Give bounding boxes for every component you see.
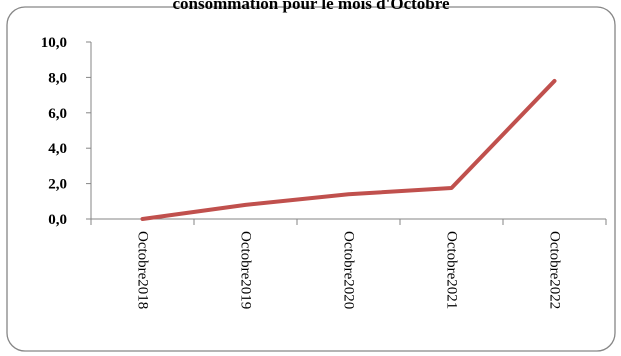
y-tick-label: 8,0 (48, 70, 67, 86)
y-tick-label: 2,0 (48, 177, 67, 193)
y-tick-label: 6,0 (48, 106, 67, 122)
y-tick-label: 0,0 (48, 212, 67, 228)
chart-title: consommation pour le mois d'Octobre (172, 0, 449, 13)
y-tick-label: 4,0 (48, 141, 67, 157)
x-category-label: Octobre2020 (341, 231, 357, 309)
y-tick-label: 10,0 (41, 35, 67, 51)
x-category-label: Octobre2022 (547, 231, 563, 309)
x-category-label: Octobre2018 (135, 231, 151, 309)
plot-area: 0,0 2,0 4,0 6,0 8,0 10,0 Octobre2018 Octobre201… (41, 35, 607, 309)
x-category-label: Octobre2021 (444, 231, 460, 309)
chart-frame (6, 6, 616, 352)
x-category-label: Octobre2019 (238, 231, 254, 309)
